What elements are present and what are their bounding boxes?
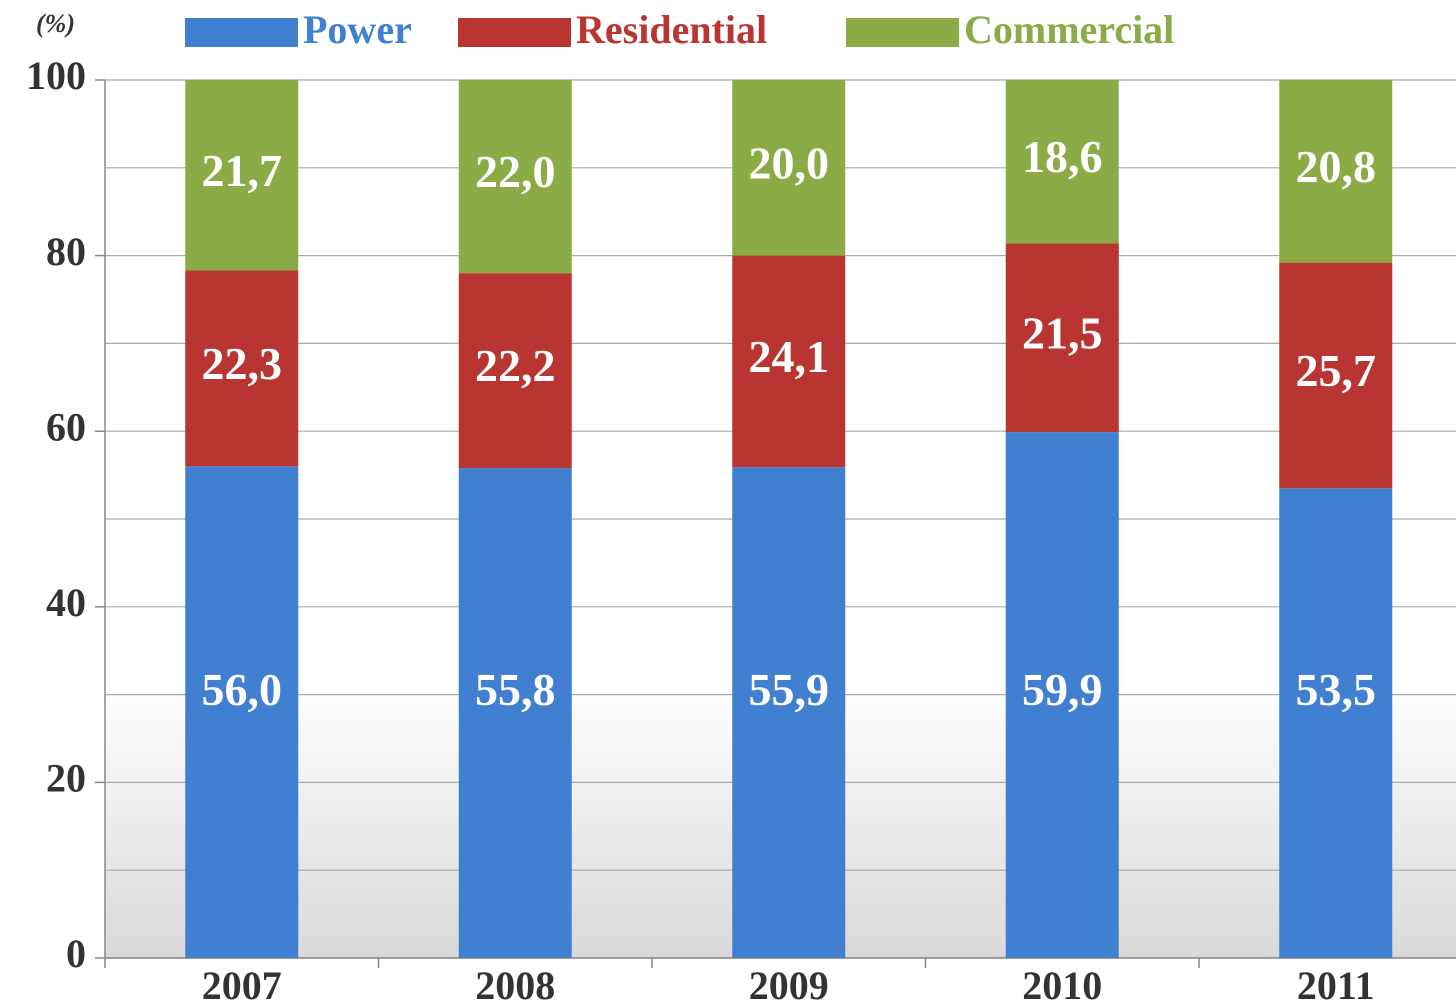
y-tick-label: 40 [46,580,86,625]
bar-segment [1279,262,1393,489]
bar-segment [458,80,572,274]
y-tick-label: 0 [66,931,86,976]
x-tick-label: 2007 [202,963,282,1007]
bar-segment [732,255,846,468]
x-tick-label: 2010 [1022,963,1102,1007]
bar-segment [1005,243,1119,433]
bar-segment [1279,488,1393,958]
data-label: 56,0 [202,664,283,715]
data-label: 20,8 [1296,141,1377,192]
bar-segment [185,466,299,958]
data-label: 55,8 [475,664,556,715]
x-tick-label: 2009 [749,963,829,1007]
legend-label: Residential [576,7,767,52]
y-tick-label: 100 [26,53,86,98]
bar-segment [732,80,846,256]
data-label: 20,0 [749,137,830,188]
bar-segment [185,80,299,271]
y-tick-label: 60 [46,404,86,449]
data-label: 21,5 [1022,307,1103,358]
y-tick-label: 80 [46,229,86,274]
bar-segment [458,468,572,958]
data-label: 25,7 [1296,345,1377,396]
data-label: 18,6 [1022,131,1103,182]
bar-segment [1005,80,1119,244]
bar-segment [185,270,299,467]
legend-swatch [185,18,298,47]
y-axis-label: (%) [36,9,75,38]
data-label: 22,3 [202,338,283,389]
legend-label: Commercial [964,7,1174,52]
bar-segment [458,273,572,469]
data-label: 53,5 [1296,664,1377,715]
data-label: 22,0 [475,146,556,197]
data-label: 59,9 [1022,664,1103,715]
bar-segment [1005,432,1119,958]
legend-swatch [458,18,571,47]
bar-segment [1279,80,1393,263]
legend-label: Power [303,7,412,52]
bar-segment [732,467,846,958]
data-label: 24,1 [749,331,830,382]
y-tick-label: 20 [46,756,86,801]
x-tick-label: 2008 [475,963,555,1007]
data-label: 22,2 [475,340,556,391]
legend-swatch [846,18,959,47]
data-label: 21,7 [202,145,283,196]
data-label: 55,9 [749,664,830,715]
x-tick-label: 2011 [1297,963,1375,1007]
